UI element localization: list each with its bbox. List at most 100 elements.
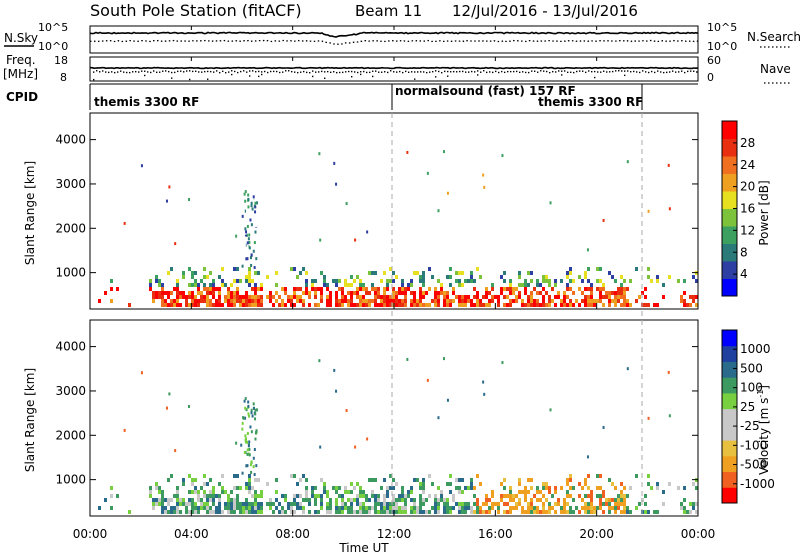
power-cell: [209, 287, 212, 291]
velocity-cell: [245, 482, 248, 486]
velocity-cell: [341, 510, 344, 514]
velocity-cell: [623, 502, 626, 506]
velocity-cell: [569, 506, 572, 510]
power-cell: [458, 271, 461, 275]
velocity-cell: [164, 506, 167, 510]
power-cell: [407, 283, 410, 287]
power-cell: [235, 234, 238, 238]
velocity-cell: [620, 498, 623, 502]
nave-dot: [288, 70, 290, 72]
velocity-cell: [515, 494, 518, 498]
power-cell: [98, 299, 101, 303]
power-cell: [240, 236, 243, 240]
velocity-cell: [434, 510, 437, 514]
nave-dot: [213, 71, 215, 73]
velocity-cell: [188, 490, 191, 494]
power-cell: [236, 291, 239, 295]
velocity-cell: [602, 494, 605, 498]
velocity-cell: [254, 417, 257, 421]
velocity-cell: [479, 506, 482, 510]
power-cell: [656, 303, 659, 307]
velocity-cell: [383, 502, 386, 506]
y-tick-label: 1000: [55, 473, 86, 487]
velocity-cell: [470, 506, 473, 510]
power-cell: [212, 303, 215, 307]
velocity-cell: [236, 502, 239, 506]
power-cell: [247, 197, 250, 201]
nave-dot: [255, 71, 257, 73]
power-cell: [413, 299, 416, 303]
y-tick-label: 2000: [55, 428, 86, 442]
velocity-cell: [284, 510, 287, 514]
velocity-cell: [455, 502, 458, 506]
cpid-mode-1: themis 3300 RF: [94, 95, 199, 109]
power-cell: [377, 303, 380, 307]
power-cell: [434, 287, 437, 291]
velocity-cell: [152, 498, 155, 502]
velocity-cell: [296, 502, 299, 506]
velocity-cell: [362, 510, 365, 514]
velocity-cell: [446, 498, 449, 502]
velocity-cell: [623, 494, 626, 498]
nave-dot: [168, 70, 170, 73]
power-cell: [586, 248, 589, 252]
velocity-cell: [512, 506, 515, 510]
velocity-cell: [626, 510, 629, 514]
velocity-cell: [215, 494, 218, 498]
velocity-cell: [476, 498, 479, 502]
velocity-cell: [173, 506, 176, 510]
velocity-cell: [374, 494, 377, 498]
y-tick-label: 3000: [55, 177, 86, 191]
power-cell: [308, 295, 311, 299]
noise-left-bottom: 10^0: [38, 40, 68, 53]
nave-dot: [138, 71, 140, 73]
velocity-cell: [350, 506, 353, 510]
velocity-cell: [482, 510, 485, 514]
velocity-cell: [221, 490, 224, 494]
power-ylabel: Slant Range [km]: [23, 161, 37, 265]
velocity-cell: [194, 490, 197, 494]
nave-dot: [408, 71, 410, 73]
power-cell: [287, 299, 290, 303]
power-cell: [230, 299, 233, 303]
power-cell: [422, 279, 425, 283]
velocity-cell: [176, 490, 179, 494]
velocity-cell: [563, 498, 566, 502]
time-axis: 00:00 04:00 08:00 12:00 16:00 20:00 00:00: [73, 26, 715, 541]
velocity-cell: [233, 486, 236, 490]
velocity-cell: [488, 498, 491, 502]
power-cell: [614, 295, 617, 299]
velocity-cell: [332, 486, 335, 490]
nave-dot: [381, 71, 383, 73]
velocity-cell: [155, 502, 158, 506]
power-cell: [275, 291, 278, 295]
nave-dot: [159, 71, 161, 73]
velocity-cell: [503, 486, 506, 490]
power-cell: [221, 303, 224, 307]
nave-dot: [468, 71, 470, 73]
velocity-cell: [548, 510, 551, 514]
velocity-cell: [260, 502, 263, 506]
velocity-cell: [323, 490, 326, 494]
velocity-cell: [254, 437, 257, 441]
power-cell: [164, 291, 167, 295]
power-cell: [250, 263, 253, 267]
power-cell: [386, 295, 389, 299]
velocity-cell: [404, 506, 407, 510]
power-cell: [245, 291, 248, 295]
velocity-cell: [191, 510, 194, 514]
power-cell: [392, 295, 395, 299]
velocity-cell: [586, 455, 589, 459]
velocity-cell: [341, 502, 344, 506]
power-cell: [161, 295, 164, 299]
power-cell: [401, 299, 404, 303]
velocity-cell: [434, 498, 437, 502]
power-cell: [250, 253, 253, 257]
power-cell: [247, 193, 250, 197]
velocity-cell: [413, 506, 416, 510]
velocity-cell: [194, 486, 197, 490]
power-cell: [161, 299, 164, 303]
power-cell: [239, 279, 242, 283]
power-cell: [284, 287, 287, 291]
velocity-cell: [239, 486, 242, 490]
